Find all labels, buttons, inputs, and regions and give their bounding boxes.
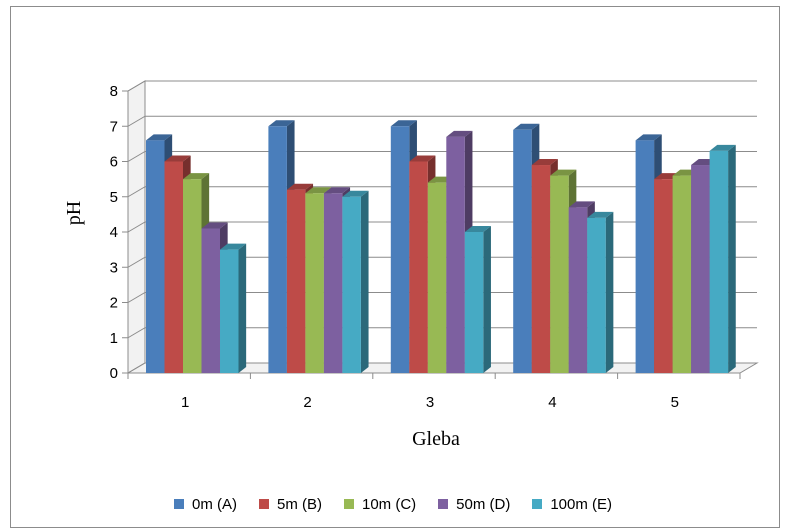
x-tick-label: 2 [303, 394, 311, 411]
y-tick-label: 3 [110, 259, 118, 276]
bar [220, 243, 247, 373]
bar-top [323, 187, 351, 194]
legend-item: 5m (B) [258, 495, 322, 513]
gridline [127, 80, 757, 92]
bar-front [531, 165, 551, 373]
y-axis-title: pH [63, 201, 85, 225]
bar-front [146, 140, 165, 373]
bars [146, 120, 736, 374]
bar-front [268, 126, 287, 373]
y-tick-label: 2 [110, 295, 118, 312]
y-tick-label: 5 [110, 189, 118, 206]
bar-front [409, 161, 428, 373]
bar-front [201, 228, 220, 373]
bar [709, 144, 736, 373]
bar-front [342, 196, 361, 373]
bar-front [183, 179, 202, 373]
legend-item: 50m (D) [438, 496, 510, 513]
y-tick-label: 4 [110, 224, 118, 241]
bar-front [305, 193, 324, 373]
bar-top [568, 201, 595, 208]
legend-item: 10m (C) [343, 495, 417, 513]
bar-top [531, 159, 558, 166]
legend-label: 100m (E) [550, 495, 613, 513]
y-tick-labels: 0 1 2 3 4 5 6 7 8 [110, 83, 118, 382]
bar-front [587, 217, 606, 373]
x-tick-label: 1 [181, 394, 189, 411]
bar-top [286, 183, 314, 190]
legend-item: 100m (E) [532, 496, 612, 513]
bar-front [654, 179, 673, 373]
bar-top [201, 222, 228, 229]
bar-side [360, 190, 369, 373]
y-tick-label: 0 [110, 365, 118, 382]
bar-front [446, 136, 465, 373]
x-tick-label: 5 [671, 394, 679, 411]
bar-front [635, 140, 655, 373]
bar-front [691, 165, 710, 373]
bar-top [342, 190, 369, 197]
bar-front [286, 189, 306, 373]
x-tick-label: 4 [548, 394, 556, 411]
legend-label: 50m (D) [456, 495, 511, 513]
bar-side [483, 226, 491, 373]
gridline [127, 151, 757, 162]
legend-swatch [532, 499, 543, 509]
legend-item: 0m (A) [173, 495, 237, 513]
legend-label: 0m (A) [191, 495, 237, 513]
y-tick-label: 7 [110, 118, 118, 135]
x-tick-label: 3 [426, 394, 434, 411]
bar-front [390, 126, 410, 373]
bar-top [146, 134, 173, 141]
y-tick-label: 8 [110, 83, 118, 100]
bar-top [587, 211, 614, 218]
bar-side [605, 211, 614, 373]
legend-swatch [438, 499, 449, 509]
legend-label: 5m (B) [276, 495, 322, 513]
x-tick-labels: 1 2 3 4 5 [181, 394, 679, 411]
legend: 0m (A) 5m (B) 10m (C) 50m (D) 100m (E) [0, 492, 786, 516]
bar [587, 211, 614, 373]
gridline [127, 115, 757, 127]
bar-top [220, 243, 247, 250]
bar [464, 226, 491, 373]
bar-front [427, 182, 447, 373]
bar-front [568, 207, 588, 373]
legend-swatch [343, 499, 354, 509]
bar-front [672, 175, 692, 373]
bar-top [550, 169, 577, 176]
bar-top [164, 155, 191, 162]
bar-top [183, 173, 210, 180]
bar-front [164, 161, 183, 373]
bar-front [220, 249, 239, 373]
bar-side [238, 243, 247, 373]
bar-front [513, 129, 532, 373]
bar [342, 190, 369, 373]
y-tick-label: 1 [110, 330, 118, 347]
legend-swatch [258, 499, 269, 509]
bar-top [390, 120, 417, 127]
bar-top [446, 130, 473, 137]
bar-side [728, 144, 736, 373]
bar-top [513, 123, 540, 130]
legend-swatch [173, 499, 184, 509]
bar-top [464, 226, 491, 232]
bar-top [409, 155, 436, 162]
bar-front [323, 193, 343, 373]
bar-top [268, 120, 295, 127]
x-axis-title: Gleba [412, 428, 460, 450]
bar-top [635, 134, 662, 141]
bar-top [709, 144, 736, 151]
bar-top [305, 187, 332, 194]
bar-front [464, 232, 484, 373]
y-tick-label: 6 [110, 154, 118, 171]
bar-front [550, 175, 569, 373]
legend-label: 10m (C) [361, 495, 417, 513]
bar-front [709, 150, 729, 373]
